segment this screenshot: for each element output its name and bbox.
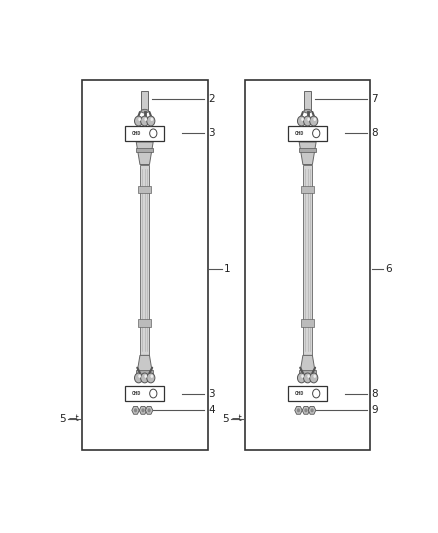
Circle shape: [314, 375, 316, 378]
Bar: [245, 80, 371, 450]
Circle shape: [141, 116, 149, 126]
Polygon shape: [308, 407, 316, 414]
Circle shape: [310, 373, 318, 383]
Bar: [125, 126, 164, 141]
Circle shape: [150, 389, 157, 398]
Bar: [301, 319, 314, 327]
Circle shape: [304, 408, 307, 413]
Circle shape: [134, 408, 137, 413]
Text: OHD: OHD: [131, 131, 141, 136]
Text: 2: 2: [208, 94, 215, 104]
Polygon shape: [132, 407, 139, 414]
Bar: [299, 370, 316, 374]
Text: OHD: OHD: [131, 391, 141, 396]
Bar: [288, 386, 327, 401]
Circle shape: [310, 116, 318, 126]
Circle shape: [151, 375, 153, 378]
Text: —t: —t: [69, 415, 80, 423]
Bar: [138, 186, 151, 193]
Bar: [304, 91, 311, 111]
Circle shape: [138, 375, 141, 378]
Text: 4: 4: [208, 405, 215, 415]
Text: 6: 6: [385, 264, 392, 274]
Circle shape: [147, 116, 155, 126]
Circle shape: [311, 408, 314, 413]
Bar: [82, 80, 208, 450]
Circle shape: [141, 408, 145, 413]
Text: 5: 5: [60, 414, 66, 424]
Text: 3: 3: [208, 389, 215, 399]
Circle shape: [145, 118, 147, 121]
Bar: [141, 91, 148, 111]
Circle shape: [304, 116, 312, 126]
Circle shape: [297, 373, 306, 383]
Text: 8: 8: [371, 128, 378, 139]
Bar: [136, 370, 153, 374]
Bar: [138, 319, 151, 327]
Circle shape: [314, 118, 316, 121]
Circle shape: [134, 116, 143, 126]
Circle shape: [145, 375, 147, 378]
Circle shape: [151, 118, 153, 121]
Circle shape: [148, 408, 151, 413]
Polygon shape: [136, 142, 153, 165]
Text: —t: —t: [232, 415, 243, 423]
Bar: [299, 148, 316, 152]
Text: OHD: OHD: [294, 131, 304, 136]
Bar: [136, 148, 153, 152]
Bar: [301, 186, 314, 193]
Bar: [303, 165, 312, 356]
Circle shape: [147, 373, 155, 383]
Circle shape: [138, 118, 141, 121]
Text: 1: 1: [224, 264, 230, 274]
Circle shape: [313, 129, 320, 138]
Circle shape: [307, 118, 310, 121]
Circle shape: [301, 118, 304, 121]
Ellipse shape: [141, 109, 148, 113]
Text: 5: 5: [223, 414, 229, 424]
Circle shape: [150, 129, 157, 138]
Circle shape: [141, 373, 149, 383]
Circle shape: [297, 116, 306, 126]
Polygon shape: [302, 407, 310, 414]
Polygon shape: [145, 407, 153, 414]
Circle shape: [301, 375, 304, 378]
Polygon shape: [139, 407, 147, 414]
Circle shape: [134, 373, 143, 383]
Bar: [288, 126, 327, 141]
Text: 7: 7: [371, 94, 378, 104]
Text: 9: 9: [371, 405, 378, 415]
Ellipse shape: [304, 109, 311, 113]
Polygon shape: [295, 407, 302, 414]
Circle shape: [307, 375, 310, 378]
Polygon shape: [136, 356, 153, 378]
Text: 3: 3: [208, 128, 215, 139]
Text: OHD: OHD: [294, 391, 304, 396]
Text: 8: 8: [371, 389, 378, 399]
Circle shape: [313, 389, 320, 398]
Bar: [140, 165, 149, 356]
Circle shape: [297, 408, 300, 413]
Circle shape: [304, 373, 312, 383]
Bar: [125, 386, 164, 401]
Polygon shape: [299, 142, 316, 165]
Polygon shape: [299, 356, 316, 378]
